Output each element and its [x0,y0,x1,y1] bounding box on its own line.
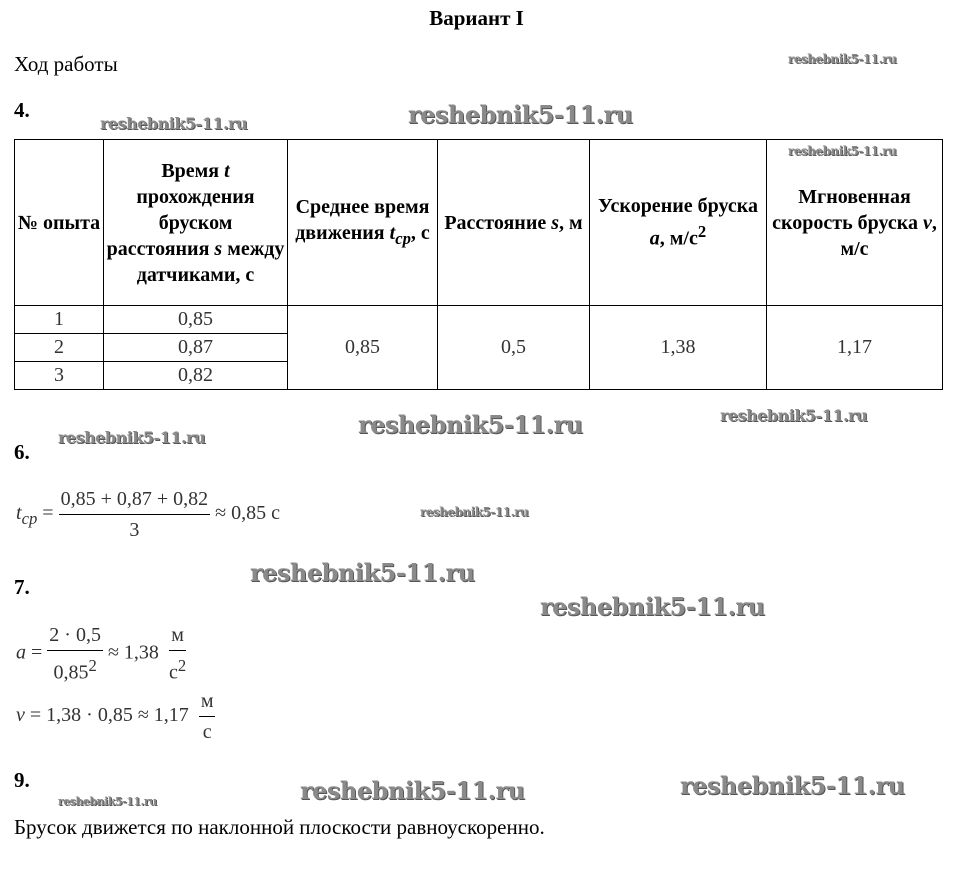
header-average-time: Среднее время движения tср, с [287,139,438,306]
cell-number: 2 [14,333,104,362]
cell-acceleration: 1,38 [589,305,767,390]
conclusion-text: Брусок движется по наклонной плоскости р… [14,815,545,839]
table-header-row: № опыта Время t прохождения бруском расс… [14,139,943,306]
cell-time: 0,82 [103,361,288,390]
section-number-6: 6. [14,440,30,464]
watermark: reshebnik5-11.ru [358,410,583,439]
section-heading: Ход работы [14,52,118,76]
watermark: reshebnik5-11.ru [680,771,905,800]
watermark: reshebnik5-11.ru [100,114,248,133]
watermark: reshebnik5-11.ru [408,100,633,129]
watermark: reshebnik5-11.ru [720,406,868,425]
section-number-9: 9. [14,768,30,792]
section-number-7: 7. [14,575,30,599]
header-time: Время t прохождения бруском расстояния s… [103,139,288,306]
cell-number: 1 [14,305,104,334]
table-row: 1 0,85 0,85 0,5 1,38 1,17 [14,305,943,390]
header-experiment-number: № опыта [14,139,104,306]
formula-acceleration: a = 2 · 0,5 0,852 ≈ 1,38 м с2 [16,620,186,688]
cell-distance: 0,5 [437,305,590,390]
table-row: 3 0,82 [14,361,943,390]
watermark: reshebnik5-11.ru [420,505,529,519]
cell-time: 0,87 [103,333,288,362]
cell-velocity: 1,17 [766,305,943,390]
section-number-4: 4. [14,98,30,122]
watermark: reshebnik5-11.ru [540,592,765,621]
header-velocity: Мгновенная скорость бруска v, м/с [766,139,943,306]
results-table: № опыта Время t прохождения бруском расс… [14,139,943,390]
cell-number: 3 [14,361,104,390]
watermark: reshebnik5-11.ru [58,428,206,447]
cell-average-time: 0,85 [287,305,438,390]
header-distance: Расстояние s, м [437,139,590,306]
watermark: reshebnik5-11.ru [250,558,475,587]
watermark: reshebnik5-11.ru [58,795,157,808]
page-title: Вариант I [429,6,524,30]
cell-time: 0,85 [103,305,288,334]
header-acceleration: Ускорение бруска a, м/с2 [589,139,767,306]
formula-average-time: tср = 0,85 + 0,87 + 0,82 3 ≈ 0,85 с [16,484,280,545]
watermark: reshebnik5-11.ru [788,52,897,66]
watermark: reshebnik5-11.ru [300,776,525,805]
watermark: reshebnik5-11.ru [788,144,897,158]
